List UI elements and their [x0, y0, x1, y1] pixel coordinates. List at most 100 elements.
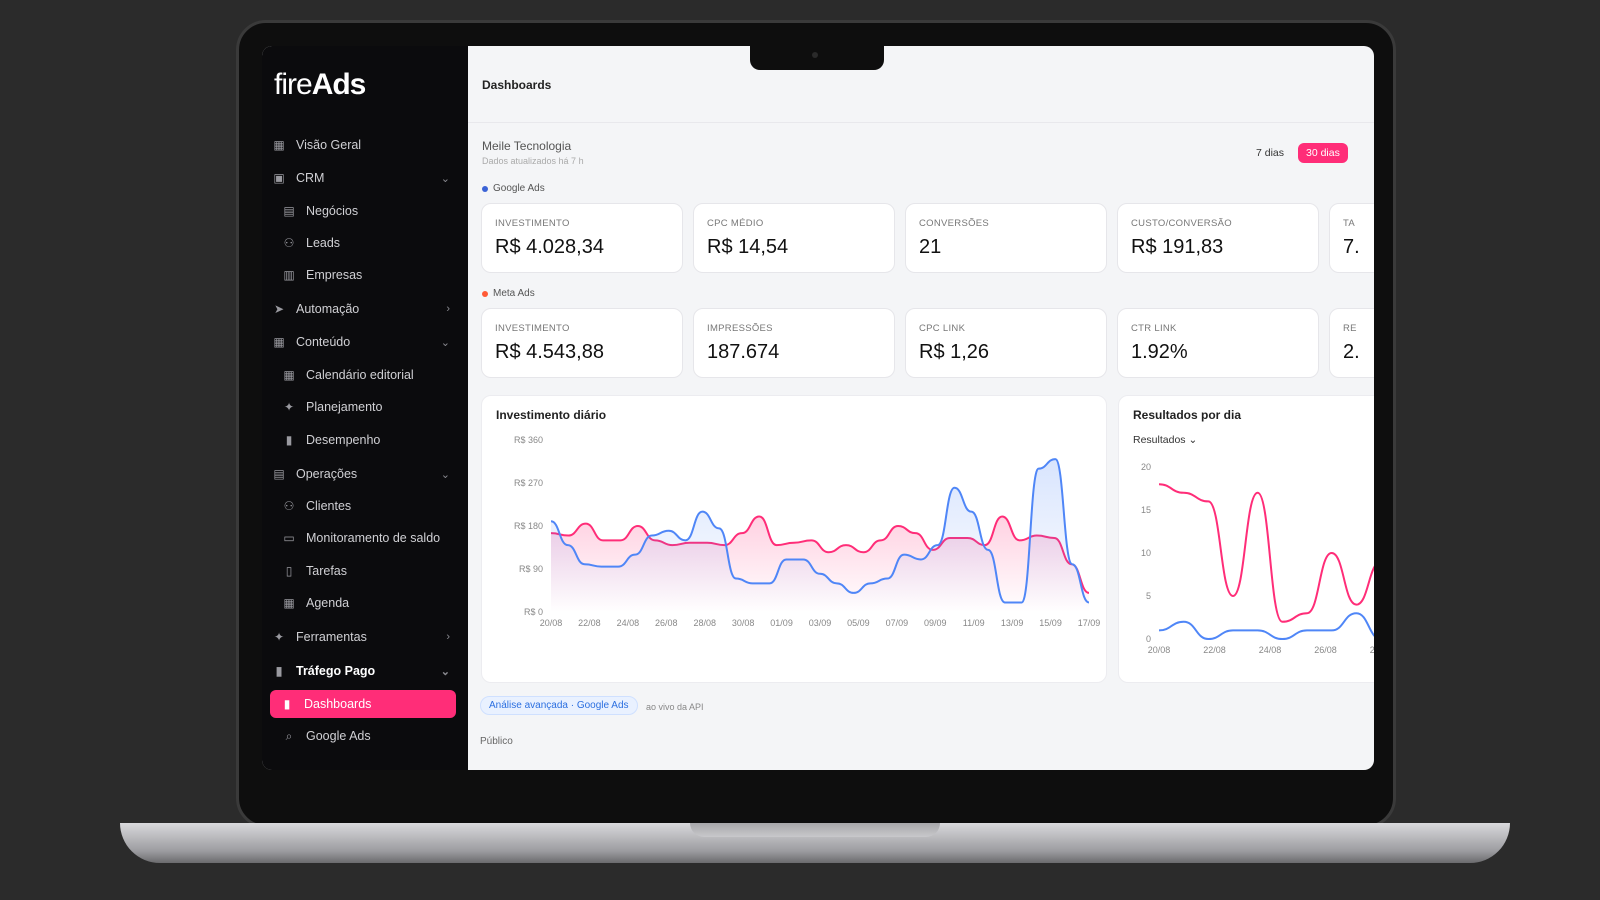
kpi-label: CTR LINK: [1131, 323, 1177, 334]
laptop-base-notch: [690, 823, 940, 837]
range-7-days-button[interactable]: 7 dias: [1256, 147, 1285, 159]
investimento-chart-card: Investimento diário R$ 360 R$ 270 R$ 180 R$…: [481, 395, 1107, 683]
y-tick-label: 5: [1146, 591, 1151, 601]
app-screen: fireAds ▦ Visão Geral ▣ CRM ⌄ ▤ Negócios ⚇ Le…: [262, 46, 1374, 770]
sidebar-item-trafego-pago[interactable]: ▮ Tráfego Pago ⌄: [272, 657, 458, 685]
x-tick-label: 15/09: [1039, 618, 1062, 628]
sidebar-item-clientes[interactable]: ⚇ Clientes: [283, 499, 352, 513]
sidebar-item-operacoes[interactable]: ▤ Operações ⌄: [273, 467, 450, 481]
x-tick-label: 22/08: [1203, 645, 1226, 655]
y-tick-label: R$ 180: [514, 521, 543, 531]
x-tick-label: 01/09: [770, 618, 793, 628]
kpi-label: CONVERSÕES: [919, 218, 990, 229]
x-tick-label: 28/08: [1370, 645, 1374, 655]
sidebar-item-empresas[interactable]: ▥ Empresas: [283, 268, 363, 282]
logo[interactable]: fireAds: [274, 68, 366, 101]
kpi-label: CUSTO/CONVERSÃO: [1131, 218, 1232, 229]
wallet-icon: ▭: [283, 531, 295, 545]
briefcase-icon: ▤: [273, 467, 285, 481]
kpi-value: 1.92%: [1131, 341, 1188, 363]
x-tick-label: 24/08: [1259, 645, 1282, 655]
y-tick-label: R$ 360: [514, 435, 543, 445]
x-tick-label: 17/09: [1078, 618, 1101, 628]
kpi-label: IMPRESSÕES: [707, 323, 773, 334]
resultados-chart: 20 15 10 5 020/08 22/08 24/08 26/08 28/08: [1141, 462, 1374, 655]
kpi-label: INVESTIMENTO: [495, 218, 570, 229]
sidebar-item-negocios[interactable]: ▤ Negócios: [283, 204, 359, 218]
meta-ads-section-label: Meta Ads: [482, 288, 535, 299]
y-tick-label: R$ 90: [519, 564, 543, 574]
y-tick-label: 10: [1141, 548, 1151, 558]
x-tick-label: 11/09: [963, 618, 985, 628]
sidebar-item-agenda[interactable]: ▦ Agenda: [283, 596, 350, 610]
chevron-right-icon: ›: [446, 303, 450, 315]
sidebar-item-planejamento[interactable]: ✦ Planejamento: [283, 400, 383, 414]
series-line: [1158, 612, 1374, 641]
range-30-days-button[interactable]: 30 dias: [1298, 143, 1348, 163]
kpi-card: CPC LINK R$ 1,26: [905, 308, 1107, 378]
resultados-dropdown[interactable]: Resultados ⌄: [1133, 434, 1198, 446]
sidebar-item-conteudo[interactable]: ▦ Conteúdo ⌄: [273, 335, 450, 349]
x-tick-label: 28/08: [693, 618, 716, 628]
sidebar-item-leads[interactable]: ⚇ Leads: [283, 236, 341, 250]
kpi-value: 21: [919, 236, 942, 258]
y-tick-label: 15: [1141, 505, 1151, 515]
resultados-chart-card: Resultados por dia Resultados ⌄ 20 15 10 5 0…: [1118, 395, 1374, 683]
google-ads-section-label: Google Ads: [482, 183, 545, 194]
crm-icon: ▣: [273, 171, 285, 185]
advanced-analysis-pill[interactable]: Análise avançada · Google Ads: [480, 696, 638, 715]
kpi-label: CPC MÉDIO: [707, 218, 764, 229]
meta-ads-dot: [482, 290, 488, 297]
updated-timestamp: Dados atualizados há 7 h: [482, 156, 584, 166]
kpi-value: 187.674: [707, 341, 780, 363]
kpi-label: INVESTIMENTO: [495, 323, 570, 334]
x-tick-label: 30/08: [732, 618, 755, 628]
send-icon: ➤: [273, 302, 285, 316]
chevron-down-icon: ⌄: [440, 336, 450, 349]
x-tick-label: 13/09: [1001, 618, 1024, 628]
x-tick-label: 05/09: [847, 618, 870, 628]
bar-chart-icon: ▮: [285, 433, 293, 447]
chevron-down-icon: ⌄: [440, 665, 450, 678]
sidebar-item-tarefas[interactable]: ▯ Tarefas: [282, 557, 458, 585]
kpi-value: R$ 1,26: [919, 341, 990, 363]
sidebar-item-crm[interactable]: ▣ CRM ⌄: [273, 171, 450, 185]
sidebar-item-automacao[interactable]: ➤ Automação ›: [273, 302, 450, 316]
publico-section-label: Público: [480, 736, 513, 747]
calendar-icon: ▦: [283, 596, 295, 610]
chevron-right-icon: ›: [446, 631, 450, 643]
clipboard-icon: ▯: [285, 564, 293, 578]
kpi-card: INVESTIMENTO R$ 4.028,34: [481, 203, 683, 273]
sidebar-item-desempenho[interactable]: ▮ Desempenho: [282, 426, 458, 454]
kpi-value: R$ 14,54: [707, 236, 789, 258]
sidebar-item-monitoramento[interactable]: ▭ Monitoramento de saldo: [283, 531, 441, 545]
y-tick-label: R$ 0: [524, 607, 543, 617]
x-tick-label: 24/08: [617, 618, 640, 628]
kpi-card: INVESTIMENTO R$ 4.543,88: [481, 308, 683, 378]
sidebar-item-calendario[interactable]: ▦ Calendário editorial: [283, 368, 414, 382]
sparkle-icon: ✦: [273, 630, 285, 644]
users-icon: ⚇: [283, 499, 295, 513]
sparkle-icon: ✦: [283, 400, 295, 414]
camera-notch: [750, 46, 884, 70]
kpi-card: CUSTO/CONVERSÃO R$ 191,83: [1117, 203, 1319, 273]
sidebar-item-ferramentas[interactable]: ✦ Ferramentas ›: [273, 630, 450, 644]
x-tick-label: 22/08: [578, 618, 601, 628]
sidebar-item-visao-geral[interactable]: ▦ Visão Geral: [273, 138, 362, 152]
x-tick-label: 20/08: [540, 618, 563, 628]
series-line: [550, 515, 1090, 594]
chevron-down-icon: ⌄: [440, 468, 450, 481]
x-tick-label: 03/09: [809, 618, 832, 628]
sidebar: fireAds ▦ Visão Geral ▣ CRM ⌄ ▤ Negócios ⚇ Le…: [262, 46, 468, 770]
investimento-chart-title: Investimento diário: [496, 408, 607, 422]
sidebar-item-dashboards[interactable]: ▮ Dashboards: [270, 690, 456, 718]
users-icon: ⚇: [283, 236, 295, 250]
kpi-card: CPC MÉDIO R$ 14,54: [693, 203, 895, 273]
x-tick-label: 26/08: [1314, 645, 1337, 655]
kpi-value: 7.: [1343, 236, 1360, 258]
kpi-value: R$ 191,83: [1131, 236, 1224, 258]
chevron-down-icon: ⌄: [1188, 434, 1198, 446]
kpi-label: CPC LINK: [919, 323, 966, 334]
y-tick-label: 0: [1146, 634, 1151, 644]
sidebar-item-google-ads[interactable]: ⌕ Google Ads: [282, 722, 458, 750]
